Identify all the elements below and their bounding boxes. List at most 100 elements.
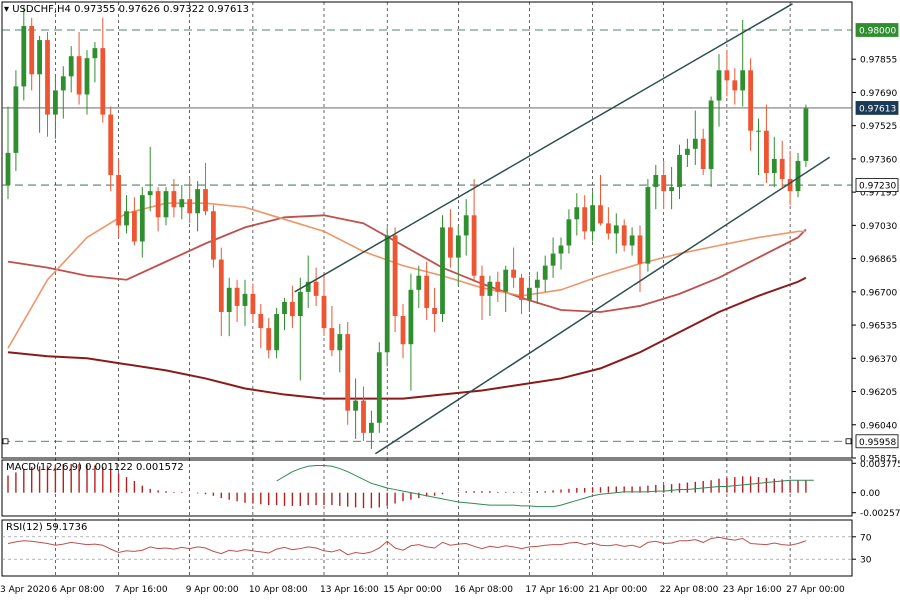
bearish-candle-body	[400, 316, 406, 345]
macd-indicator: 0.003775 0.00 -0.002578	[7, 460, 900, 519]
price-panel-frame	[1, 1, 853, 459]
bullish-candle-body	[163, 191, 169, 218]
bearish-candle-body	[329, 328, 335, 351]
bullish-candle-body	[756, 130, 761, 132]
bearish-candle-body	[100, 48, 106, 115]
bullish-candle-body	[503, 269, 509, 292]
time-tick-label: 27 Apr 00:00	[786, 585, 845, 595]
bearish-candle-body	[45, 40, 50, 115]
macd-panel-frame	[1, 459, 853, 517]
time-tick-label: 17 Apr 16:00	[525, 585, 584, 595]
bullish-candle-body	[645, 187, 651, 264]
bullish-candle-body	[353, 400, 358, 411]
bullish-candle-body	[242, 293, 248, 306]
rsi-tick-label: 30	[860, 556, 872, 566]
bearish-candle-body	[621, 225, 627, 246]
price-tick-label: 0.96205	[860, 388, 897, 398]
time-tick-label: 21 Apr 00:00	[589, 585, 648, 595]
bullish-candle-body	[226, 287, 232, 312]
time-tick-label: 6 Apr 08:00	[51, 585, 104, 595]
price-tick-label: 0.96700	[860, 288, 897, 298]
bearish-candle-body	[511, 269, 516, 278]
bullish-candle-body	[669, 187, 674, 192]
bearish-candle-body	[211, 211, 216, 260]
price-label-box	[855, 178, 899, 192]
symbol-label: USDCHF,H4	[12, 4, 71, 15]
rsi-indicator: 70 30	[2, 533, 872, 566]
time-tick-label: 16 Apr 08:00	[454, 585, 513, 595]
header-arrow-icon: ▾	[4, 4, 10, 15]
bullish-candle-body	[84, 58, 90, 95]
price-label-box	[855, 23, 899, 37]
price-labels: 0.98000 0.97613 0.97230 0.95958	[855, 23, 899, 449]
bearish-candle-body	[700, 138, 706, 169]
bullish-candle-body	[613, 225, 619, 234]
bullish-candle-body	[274, 313, 279, 351]
macd-tick-label: 0.003775	[860, 460, 900, 470]
horizontal-levels	[2, 29, 852, 442]
ohlc-label: 0.97355 0.97626 0.97322 0.97613	[74, 4, 250, 15]
bearish-candle-body	[266, 328, 272, 351]
price-label-box	[855, 434, 899, 449]
bearish-candle-body	[661, 175, 667, 192]
bearish-candle-body	[424, 275, 430, 308]
bearish-candle-body	[582, 207, 588, 232]
channel-trendline	[374, 156, 831, 455]
price-tick-label: 0.96535	[860, 322, 897, 332]
bullish-candle-body	[305, 281, 311, 292]
bullish-candle-body	[463, 215, 469, 236]
bullish-candle-body	[53, 90, 58, 115]
bearish-candle-body	[313, 281, 319, 296]
bullish-candle-body	[771, 158, 777, 174]
bullish-candle-body	[685, 148, 690, 155]
bullish-candle-body	[5, 152, 11, 186]
time-tick-label: 15 Apr 00:00	[383, 585, 442, 595]
bullish-candle-body	[369, 422, 374, 433]
bullish-candle-body	[677, 154, 682, 188]
bullish-candle-body	[416, 275, 422, 290]
bearish-candle-body	[361, 400, 366, 433]
bullish-candle-body	[195, 189, 200, 214]
bullish-candle-body	[282, 301, 287, 314]
time-tick-label: 7 Apr 16:00	[115, 585, 168, 595]
bullish-candle-body	[147, 191, 153, 196]
bearish-candle-body	[764, 130, 769, 174]
bearish-candle-body	[234, 287, 240, 306]
price-tick-label: 0.97525	[860, 122, 897, 132]
bullish-candle-body	[527, 287, 532, 300]
price-label-text: 0.95958	[859, 438, 896, 448]
bullish-candle-body	[716, 70, 722, 101]
bullish-candle-body	[408, 289, 414, 345]
bearish-candle-body	[345, 334, 351, 411]
price-label-text: 0.98000	[859, 27, 896, 37]
bearish-candle-body	[290, 301, 295, 317]
bullish-candle-body	[653, 175, 659, 188]
bullish-candle-body	[124, 211, 129, 226]
bearish-candle-body	[432, 307, 437, 314]
bullish-candle-body	[337, 334, 343, 351]
price-label-text: 0.97613	[859, 104, 896, 114]
bullish-candle-body	[455, 235, 461, 258]
chart-markers	[2, 438, 852, 445]
bearish-candle-body	[448, 227, 453, 258]
bearish-candle-body	[258, 313, 264, 329]
price-label-box	[855, 101, 899, 115]
price-tick-label: 0.97690	[860, 89, 897, 99]
bullish-candle-body	[574, 207, 580, 220]
macd-label: MACD(12,26,9) 0.001122 0.001572	[6, 462, 184, 473]
bullish-candle-body	[534, 279, 540, 288]
bullish-candle-body	[21, 25, 27, 87]
bullish-candle-body	[566, 219, 572, 246]
bearish-candle-body	[321, 295, 327, 329]
bullish-candle-body	[558, 245, 564, 254]
bearish-candle-body	[519, 277, 524, 300]
time-tick-label: 22 Apr 08:00	[660, 585, 719, 595]
bearish-candle-body	[203, 189, 208, 212]
price-channel	[294, 3, 831, 455]
rsi-label: RSI(12) 59.1736	[6, 522, 88, 533]
level-handle-left-icon	[2, 438, 9, 445]
bearish-candle-body	[495, 281, 501, 292]
mid-moving-average-line	[7, 214, 807, 313]
bearish-candle-body	[187, 199, 193, 214]
